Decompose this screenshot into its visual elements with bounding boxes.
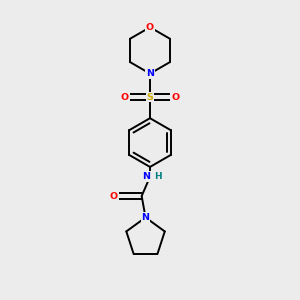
- Text: N: N: [142, 213, 149, 222]
- Text: O: O: [171, 93, 179, 102]
- Text: O: O: [121, 93, 129, 102]
- Text: N: N: [142, 172, 150, 181]
- Text: O: O: [146, 23, 154, 32]
- Text: H: H: [154, 172, 162, 181]
- Text: O: O: [110, 192, 118, 201]
- Text: S: S: [147, 93, 153, 102]
- Text: N: N: [146, 69, 154, 78]
